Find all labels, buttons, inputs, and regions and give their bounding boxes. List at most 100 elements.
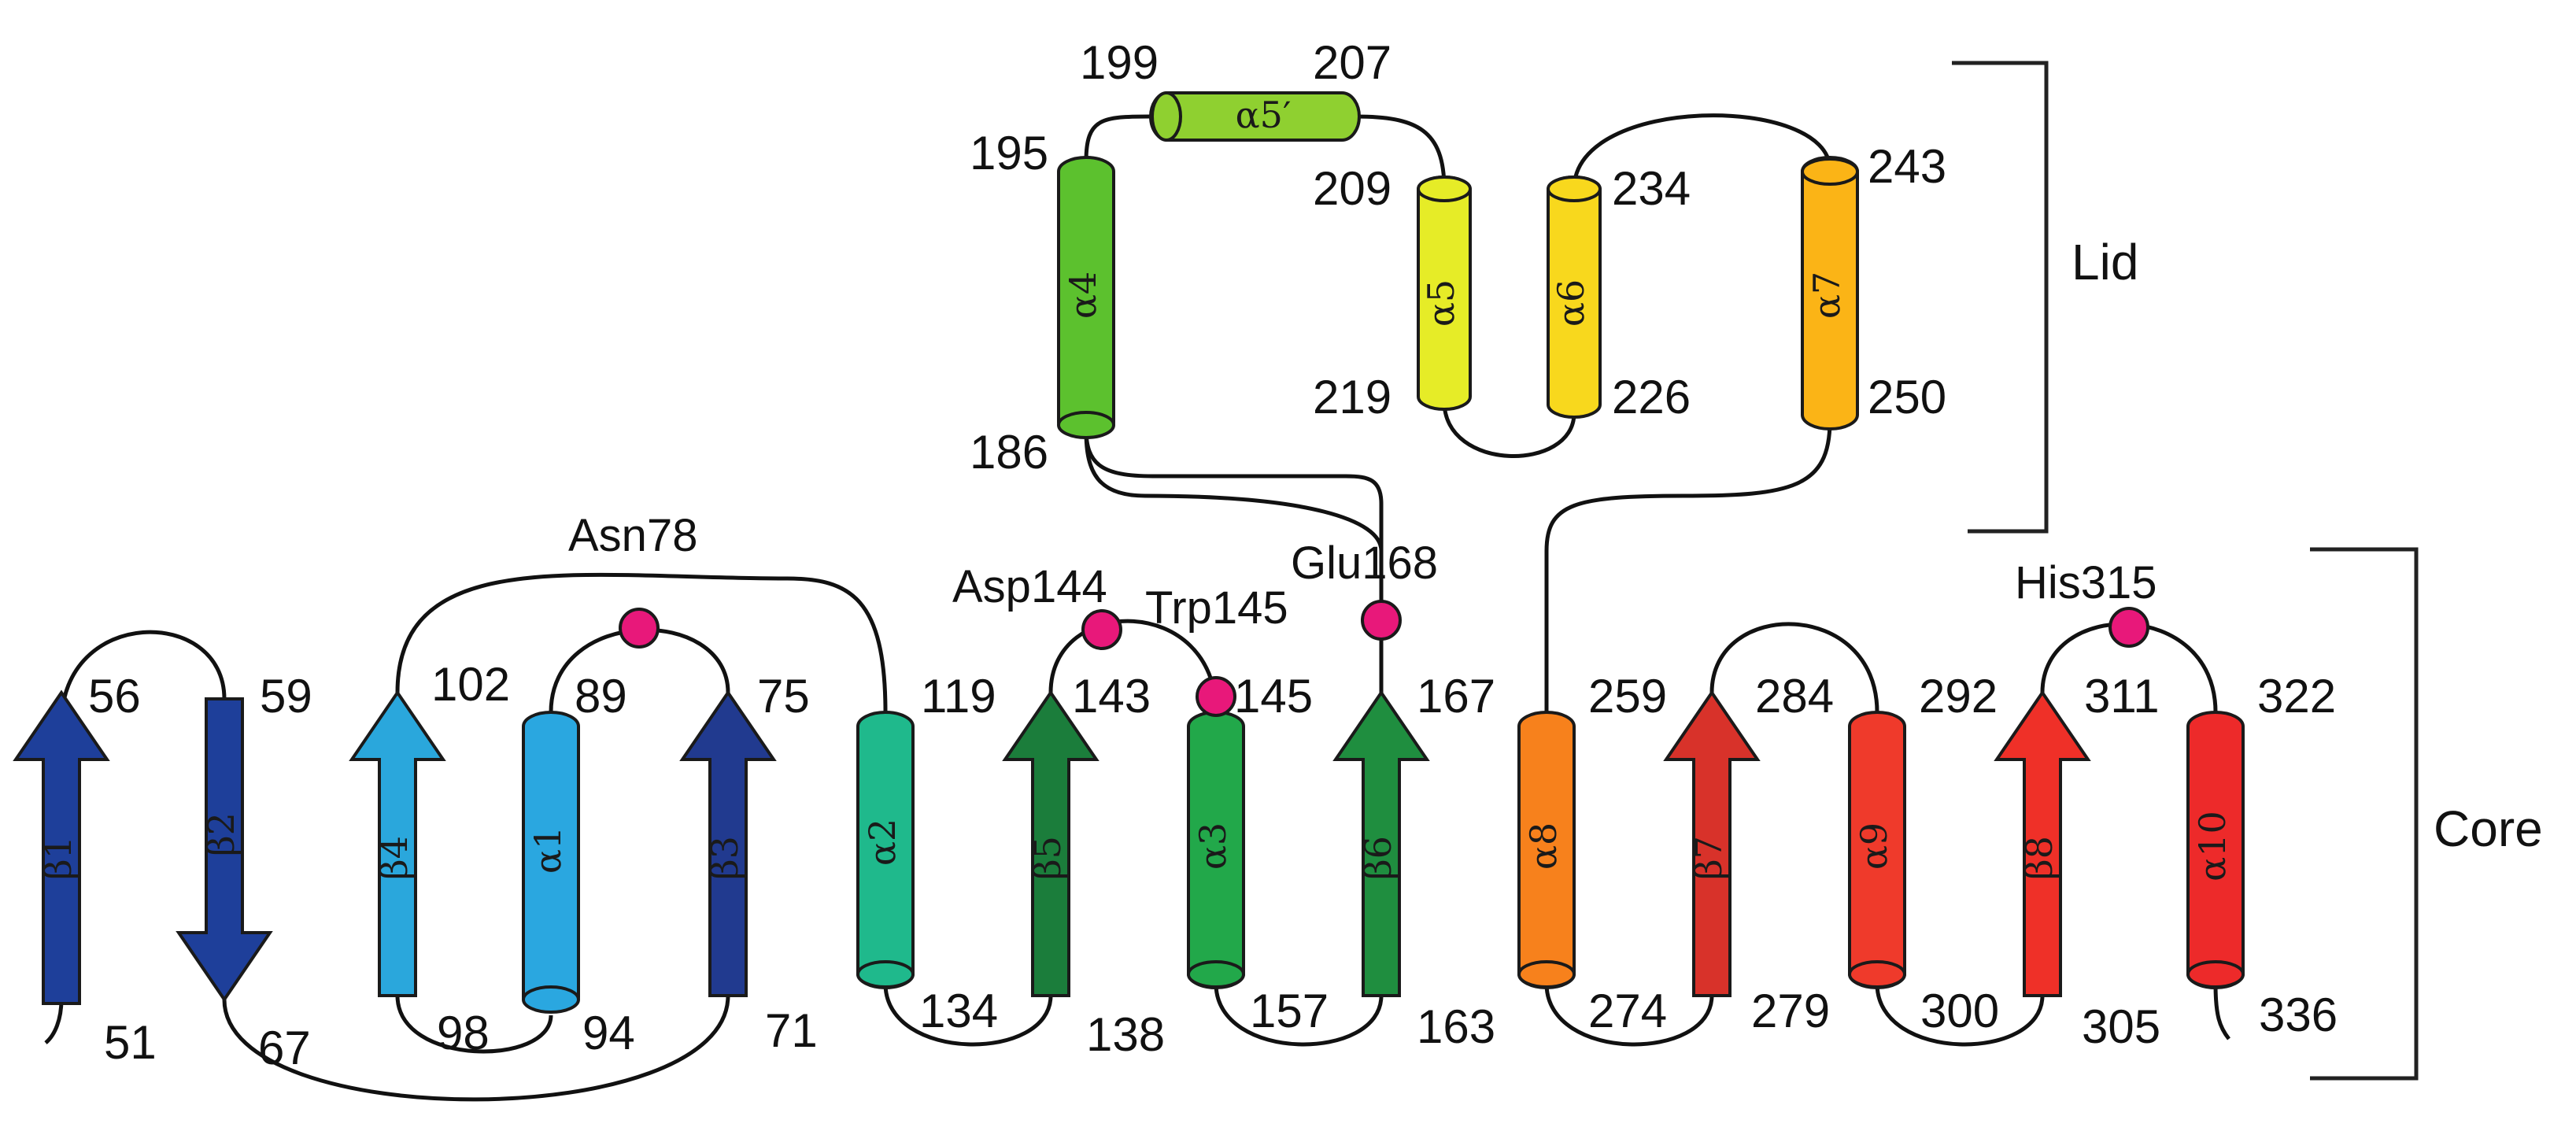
lid-bracket <box>1952 61 2049 534</box>
strand-b8-arrow <box>1994 689 2091 997</box>
strand-b7: β7 <box>1663 689 1761 997</box>
residue-number: 336 <box>2259 989 2338 1041</box>
residue-numbers: 51 56 59 67 102 98 89 94 75 71 119 134 1… <box>88 36 2338 1074</box>
strand-b4-label: β4 <box>373 836 416 880</box>
strands: β1 β2 β4 β3 β5 β6 β7 β8 <box>13 689 2091 1005</box>
residue-number: 89 <box>575 670 627 723</box>
residue-number: 274 <box>1588 985 1667 1037</box>
marker-glu168 <box>1361 600 1402 641</box>
loop-b4-a2 <box>395 572 888 713</box>
helix-a2-cap <box>856 960 915 989</box>
residue-number: 322 <box>2257 670 2336 723</box>
residue-number: 71 <box>765 1004 818 1057</box>
residue-number: 284 <box>1755 670 1834 723</box>
marker-asp144 <box>1081 609 1122 650</box>
residue-number: 157 <box>1250 985 1329 1037</box>
loop-a4-a5p <box>1084 114 1151 162</box>
residue-number: 145 <box>1234 670 1313 723</box>
residue-number: 243 <box>1868 140 1946 193</box>
strand-b7-label: β7 <box>1687 836 1730 880</box>
residue-number: 209 <box>1313 162 1391 215</box>
helix-a10-cap <box>2186 960 2245 989</box>
loop-n-terminus <box>44 999 64 1044</box>
residue-number: 102 <box>431 658 510 711</box>
strand-b1-label: β1 <box>37 836 79 880</box>
helix-a8: α8 <box>1517 711 1576 989</box>
loop-b7-a9 <box>1709 622 1879 713</box>
loop-b4-a1 <box>395 995 553 1054</box>
residue-number: 163 <box>1417 1000 1495 1053</box>
label-trp145: Trp145 <box>1145 582 1288 634</box>
loop-b6-a4-tail <box>1084 431 1384 552</box>
loop-b2-b3 <box>222 995 730 1102</box>
helix-a4-label: α4 <box>1062 272 1104 319</box>
core-bracket <box>2310 547 2419 1081</box>
helix-a5p: α5′ <box>1149 91 1361 142</box>
loop-a9-b8 <box>1875 983 2045 1047</box>
strand-b6-arrow <box>1332 689 1430 997</box>
helix-a4-cap <box>1057 411 1115 439</box>
strand-b7-arrow <box>1663 689 1761 997</box>
residue-number: 186 <box>970 426 1048 479</box>
residue-number: 138 <box>1086 1008 1165 1061</box>
helix-a6-label: α6 <box>1550 279 1592 327</box>
helix-a10: α10 <box>2186 711 2245 989</box>
residue-number: 67 <box>258 1022 311 1074</box>
strand-b5: β5 <box>1002 689 1100 997</box>
residue-number: 259 <box>1588 670 1667 723</box>
residue-number: 119 <box>921 670 996 723</box>
residue-number: 207 <box>1313 36 1391 89</box>
helix-a5-cap <box>1417 176 1472 202</box>
strand-b1: β1 <box>13 689 110 1005</box>
strand-b5-label: β5 <box>1026 836 1069 880</box>
loop-a5-a6 <box>1442 401 1576 458</box>
label-asp144: Asp144 <box>952 561 1107 612</box>
strand-b2-label: β2 <box>200 812 242 856</box>
key-residue-markers <box>619 600 2149 717</box>
residue-number: 167 <box>1417 670 1495 723</box>
helix-a4: α4 <box>1057 156 1115 439</box>
helix-a2-label: α2 <box>861 819 904 866</box>
residue-number: 143 <box>1072 670 1151 723</box>
helix-a5p-cap <box>1151 91 1182 142</box>
helix-a6-cap <box>1547 176 1602 202</box>
strand-b2-arrow <box>176 697 273 1003</box>
helix-a5p-label: α5′ <box>1236 94 1292 136</box>
strand-b1-arrow <box>13 689 110 1005</box>
helix-a9-cap <box>1848 960 1906 989</box>
residue-number: 305 <box>2082 1000 2160 1053</box>
helix-a9-label: α9 <box>1853 822 1895 870</box>
domain-label-lid: Lid <box>2072 234 2138 290</box>
key-residue-labels: Asn78 Asp144 Trp145 Glu168 His315 <box>568 510 2157 634</box>
strand-b4: β4 <box>349 689 446 997</box>
domain-label-core: Core <box>2434 800 2543 857</box>
helix-a3: α3 <box>1187 711 1245 989</box>
helix-a7: α7 <box>1801 156 1859 431</box>
residue-number: 94 <box>582 1007 635 1059</box>
helix-a3-label: α3 <box>1192 822 1234 870</box>
strand-b8-label: β8 <box>2018 836 2060 880</box>
loop-a3-b6 <box>1214 983 1384 1047</box>
residue-number: 59 <box>260 670 312 723</box>
residue-number: 134 <box>919 985 998 1037</box>
helix-a7-cap <box>1801 157 1859 186</box>
residue-number: 75 <box>757 670 810 723</box>
helix-a7-label: α7 <box>1805 272 1848 319</box>
marker-his315 <box>2108 607 2149 648</box>
loop-b5-a3 <box>1048 619 1218 713</box>
loop-a5p-a5 <box>1355 114 1447 190</box>
loop-a2-b5 <box>883 983 1053 1047</box>
strand-b3-label: β3 <box>704 836 746 880</box>
residue-number: 279 <box>1751 985 1830 1037</box>
helix-a1-label: α1 <box>527 826 569 874</box>
helix-a1-cap <box>522 985 580 1014</box>
helix-a10-label: α10 <box>2191 811 2234 881</box>
label-glu168: Glu168 <box>1291 538 1438 589</box>
residue-number: 300 <box>1920 985 1999 1037</box>
loop-a8-b7 <box>1544 983 1714 1047</box>
strand-b2: β2 <box>176 697 273 1003</box>
loop-a6-a7 <box>1572 113 1832 190</box>
strand-b6: β6 <box>1332 689 1430 997</box>
helix-a6: α6 <box>1547 176 1602 419</box>
strand-b5-arrow <box>1002 689 1100 997</box>
